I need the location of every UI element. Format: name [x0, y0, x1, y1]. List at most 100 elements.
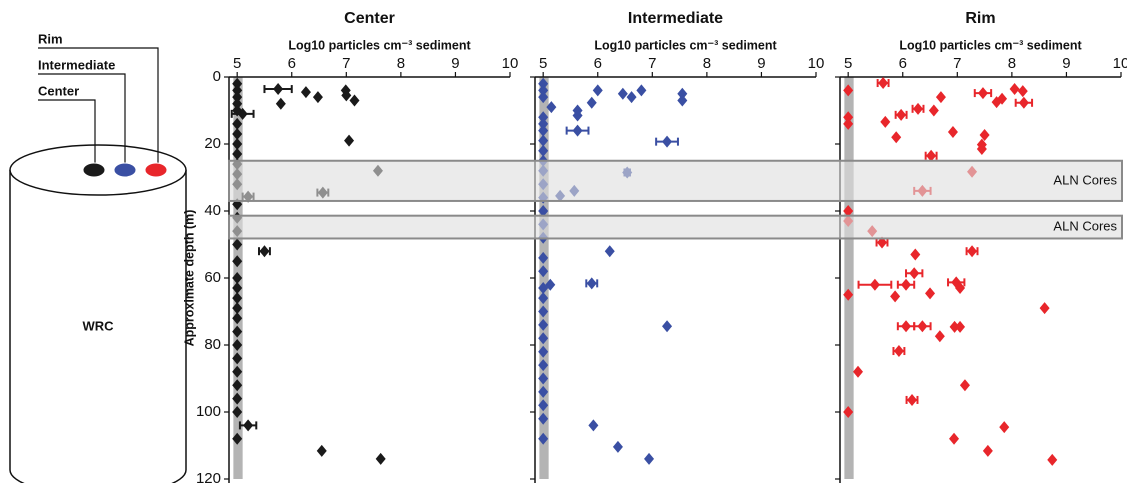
panel-title: Rim	[965, 10, 995, 27]
data-point	[538, 134, 549, 147]
panel: Rim Log10 particles cm⁻³ sediment 5 6 7 8 9 10	[835, 10, 1127, 483]
rim-dot	[144, 162, 168, 178]
data-point	[636, 84, 647, 97]
data-point	[232, 127, 243, 140]
data-point	[843, 111, 854, 124]
data-point	[538, 332, 549, 345]
data-point	[925, 287, 936, 300]
data-point	[967, 245, 978, 258]
data-point	[538, 318, 549, 331]
data-point	[538, 77, 549, 90]
data-point	[617, 87, 628, 100]
x-tick-label: 10	[1113, 55, 1127, 72]
center-dot	[82, 162, 106, 178]
data-point	[586, 277, 597, 290]
data-point	[947, 125, 958, 138]
data-point	[901, 320, 912, 333]
data-point	[612, 440, 623, 453]
data-point	[896, 108, 907, 121]
panel-title: Center	[344, 10, 395, 27]
data-point	[891, 131, 902, 144]
data-point	[375, 452, 386, 465]
data-point	[662, 320, 673, 333]
data-point	[572, 109, 583, 122]
data-point	[604, 245, 615, 258]
data-point	[677, 94, 688, 107]
y-tick-label: 0	[213, 68, 221, 85]
data-point	[999, 421, 1010, 434]
data-point	[232, 312, 243, 325]
data-point	[913, 102, 924, 115]
data-point	[1039, 302, 1050, 315]
x-tick-label: 8	[1008, 55, 1016, 72]
panel-title: Intermediate	[628, 10, 723, 27]
data-point	[538, 385, 549, 398]
rim-label: Rim	[38, 31, 63, 46]
data-point	[232, 77, 243, 90]
y-tick-label: 120	[196, 470, 221, 483]
data-point	[1018, 96, 1029, 109]
data-point	[232, 84, 243, 97]
data-point	[538, 251, 549, 264]
data-point	[546, 101, 557, 114]
data-point	[878, 77, 889, 90]
data-point	[538, 345, 549, 358]
aln-core-label: ALN Cores	[1053, 219, 1117, 234]
data-point	[644, 452, 655, 465]
data-point	[928, 104, 939, 117]
data-point	[538, 124, 549, 137]
center-leader	[38, 99, 96, 165]
x-tick-label: 9	[451, 55, 459, 72]
data-point	[344, 134, 355, 147]
x-tick-label: 5	[233, 55, 241, 72]
data-point	[300, 86, 311, 99]
y-tick-label: 80	[204, 336, 221, 353]
data-point	[232, 352, 243, 365]
data-point	[538, 432, 549, 445]
data-point	[853, 365, 864, 378]
x-tick-label: 6	[594, 55, 602, 72]
data-point	[935, 91, 946, 104]
data-point	[243, 419, 254, 432]
data-point	[955, 282, 966, 295]
data-point	[316, 444, 327, 457]
data-point	[232, 325, 243, 338]
x-axis-label: Log10 particles cm⁻³ sediment	[899, 38, 1082, 52]
x-tick-label: 9	[757, 55, 765, 72]
y-axis-label: Approximate depth (m)	[182, 210, 196, 347]
data-point	[538, 205, 549, 217]
aln-core-band	[228, 214, 1123, 240]
y-tick-label: 20	[204, 135, 221, 152]
data-point	[843, 117, 854, 130]
x-tick-label: 8	[397, 55, 405, 72]
x-tick-label: 7	[648, 55, 656, 72]
data-point	[1047, 453, 1058, 466]
site-diagram: WRC Rim Intermediate Center	[9, 31, 187, 483]
data-point	[538, 399, 549, 412]
data-point	[538, 84, 549, 97]
data-point	[259, 245, 270, 258]
x-tick-label: 6	[288, 55, 296, 72]
data-point	[977, 87, 988, 100]
rim-leader	[38, 47, 159, 165]
data-point	[232, 238, 243, 251]
data-point	[538, 412, 549, 425]
data-point	[592, 84, 603, 97]
x-tick-label: 5	[844, 55, 852, 72]
data-point	[232, 302, 243, 315]
data-point	[910, 248, 921, 261]
data-point	[232, 432, 243, 445]
data-point	[232, 406, 243, 418]
data-point	[312, 91, 323, 104]
panel: Center Log10 particles cm⁻³ sediment Appro…	[182, 10, 518, 483]
data-point	[893, 345, 904, 358]
aln-core-band	[228, 159, 1123, 202]
data-point	[232, 392, 243, 405]
data-point	[843, 288, 854, 301]
data-point	[934, 330, 945, 343]
data-point	[662, 135, 673, 148]
data-point	[843, 84, 854, 97]
aln-core-label: ALN Cores	[1053, 172, 1117, 187]
x-tick-label: 10	[502, 55, 519, 72]
